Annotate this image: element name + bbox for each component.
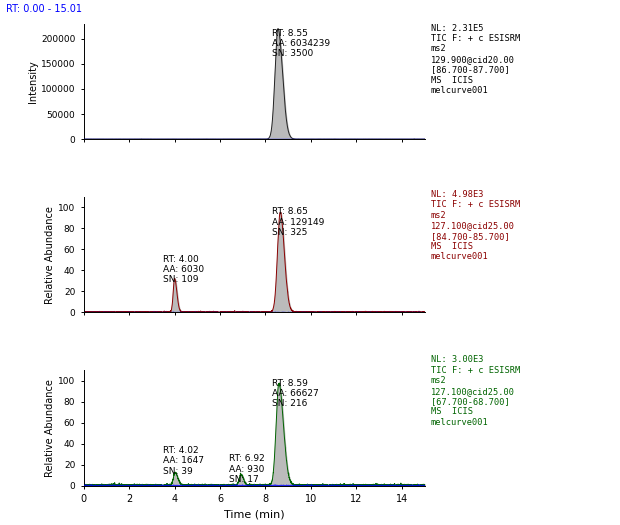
Text: RT: 4.02
AA: 1647
SN: 39: RT: 4.02 AA: 1647 SN: 39 [163,446,204,476]
Y-axis label: Relative Abundance: Relative Abundance [45,379,55,477]
Text: RT: 0.00 - 15.01: RT: 0.00 - 15.01 [6,4,82,14]
Text: RT: 8.65
AA: 129149
SN: 325: RT: 8.65 AA: 129149 SN: 325 [272,207,325,237]
Text: RT: 4.00
AA: 6030
SN: 109: RT: 4.00 AA: 6030 SN: 109 [163,255,205,285]
X-axis label: Time (min): Time (min) [224,510,285,520]
Text: RT: 8.55
AA: 6034239
SN: 3500: RT: 8.55 AA: 6034239 SN: 3500 [272,29,330,58]
Text: NL: 2.31E5
TIC F: + c ESISRM
ms2
129.900@cid20.00
[86.700-87.700]
MS  ICIS
melcu: NL: 2.31E5 TIC F: + c ESISRM ms2 129.900… [431,24,520,95]
Y-axis label: Intensity: Intensity [28,60,38,103]
Text: NL: 3.00E3
TIC F: + c ESISRM
ms2
127.100@cid25.00
[67.700-68.700]
MS  ICIS
melcu: NL: 3.00E3 TIC F: + c ESISRM ms2 127.100… [431,355,520,427]
Y-axis label: Relative Abundance: Relative Abundance [45,206,55,303]
Text: RT: 8.59
AA: 66627
SN: 216: RT: 8.59 AA: 66627 SN: 216 [272,379,319,408]
Text: RT: 6.92
AA: 930
SN: 17: RT: 6.92 AA: 930 SN: 17 [229,454,265,484]
Text: NL: 4.98E3
TIC F: + c ESISRM
ms2
127.100@cid25.00
[84.700-85.700]
MS  ICIS
melcu: NL: 4.98E3 TIC F: + c ESISRM ms2 127.100… [431,190,520,261]
